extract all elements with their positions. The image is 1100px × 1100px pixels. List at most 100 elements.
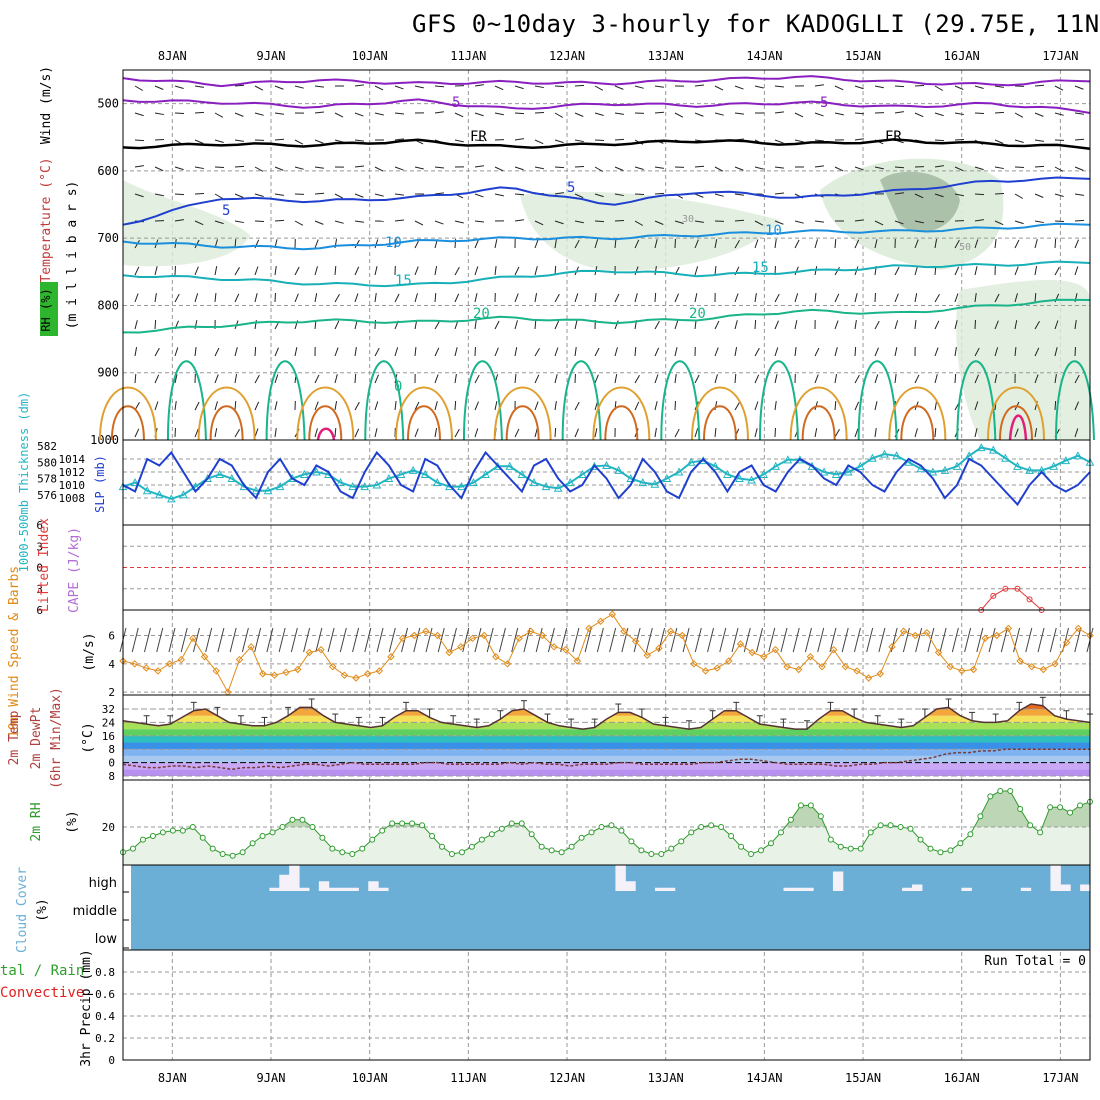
wind-speed-point [690, 660, 698, 668]
high-cloud-bar [378, 887, 389, 891]
wind-barb [854, 320, 857, 330]
wind-barb [574, 112, 584, 117]
wind-barb [514, 138, 524, 141]
wind-barb [694, 266, 699, 276]
wind-barb [154, 319, 157, 330]
wind-barb [514, 85, 524, 90]
wind-speed-point [585, 624, 593, 633]
wind-barb [534, 220, 544, 226]
cloud-gap [123, 865, 131, 950]
wind-barb [214, 347, 220, 357]
wind-barb [434, 220, 444, 225]
rh-shading [123, 158, 1090, 440]
wind-speed-point [864, 674, 873, 682]
wind-barb [234, 193, 244, 198]
wind-barb [394, 138, 404, 141]
contour-loop [316, 427, 336, 441]
wind-barb [214, 112, 224, 118]
wind-speed-point [515, 634, 523, 643]
wind-barb [1054, 320, 1059, 330]
contour-loop [888, 386, 947, 441]
wind-barb [314, 293, 318, 303]
wind-barb [234, 400, 237, 411]
wind-barb [394, 293, 400, 303]
contour-label: 0 [394, 379, 402, 395]
wind-barb [794, 266, 799, 276]
surface-barb [1025, 627, 1033, 653]
wind-barb [414, 166, 424, 170]
wind-barb [914, 319, 917, 330]
surface-barb [352, 627, 360, 653]
thickness-point [481, 469, 490, 478]
wind-barb [634, 266, 639, 276]
wind-speed-point [1062, 638, 1071, 647]
thickness-point [831, 469, 841, 478]
wind-speed-point [631, 637, 640, 645]
wind-barb [834, 293, 840, 303]
li-tick-label: 6 [36, 519, 43, 532]
wind-barb [394, 193, 404, 196]
wind-barb [374, 193, 384, 197]
high-cloud-bar [625, 881, 636, 891]
wind-barb [694, 320, 697, 330]
wind-barb [234, 428, 240, 438]
wind-barb [374, 166, 384, 172]
wind-barb [354, 112, 364, 117]
wind-barb [594, 293, 597, 303]
wind-barb [154, 193, 164, 197]
temp-line [122, 703, 1091, 730]
wind-barb [434, 192, 444, 195]
contour-loop [1008, 414, 1028, 441]
rh-point [528, 831, 535, 838]
wind-barb [694, 84, 705, 87]
wind-barb [914, 112, 924, 118]
wind-barb [314, 166, 324, 169]
temp-tick-label: 8 [108, 743, 115, 756]
surface-barb [645, 627, 653, 653]
pressure-tick-label: 1000 [90, 433, 119, 447]
surface-barb [596, 627, 604, 653]
wind-barb [534, 428, 538, 438]
wind-barb [374, 428, 378, 438]
rh-point [179, 827, 186, 834]
wind-barb [734, 347, 738, 357]
high-cloud-bar [328, 887, 340, 891]
contour-label: 20 [473, 306, 490, 322]
wind-barb [494, 112, 504, 116]
thickness-point [674, 467, 684, 476]
wind-barb [814, 292, 817, 303]
surface-barb [780, 627, 788, 653]
wind-barb [414, 239, 420, 249]
surface-barb [841, 627, 849, 653]
cloud-level-label: high [89, 876, 117, 891]
wind-barb [334, 401, 338, 411]
rh-point [249, 840, 256, 847]
surface-barb [951, 627, 959, 653]
wind-speed-point [969, 665, 978, 674]
wind-barb [894, 85, 905, 88]
wind-speed-point [620, 627, 628, 635]
slp-line [122, 450, 1091, 507]
wind-speed-point [142, 664, 151, 672]
wind-barb [1014, 139, 1024, 143]
wind-barb [694, 193, 704, 198]
wind-speed-point [492, 653, 500, 661]
contour-label: 5 [820, 95, 828, 111]
wind-barb [154, 401, 159, 411]
wind-speed-point [1004, 624, 1013, 633]
wind-barb [874, 347, 879, 357]
rh-point [129, 845, 136, 852]
wind-barb [874, 220, 884, 226]
surface-barb [241, 627, 249, 653]
wind-speed-point [340, 671, 349, 679]
wind-speed-point [981, 634, 989, 643]
rh2m-unit-label: (%) [65, 810, 80, 833]
wind-barb [294, 220, 304, 226]
high-cloud-bar [279, 874, 290, 891]
cloud-unit-label: (%) [35, 898, 50, 921]
thickness-point [771, 461, 781, 470]
top-day-label: 11JAN [450, 49, 486, 63]
wind-barb [754, 374, 760, 384]
thickness-point [638, 478, 648, 487]
bottom-day-label: 14JAN [746, 1071, 782, 1085]
